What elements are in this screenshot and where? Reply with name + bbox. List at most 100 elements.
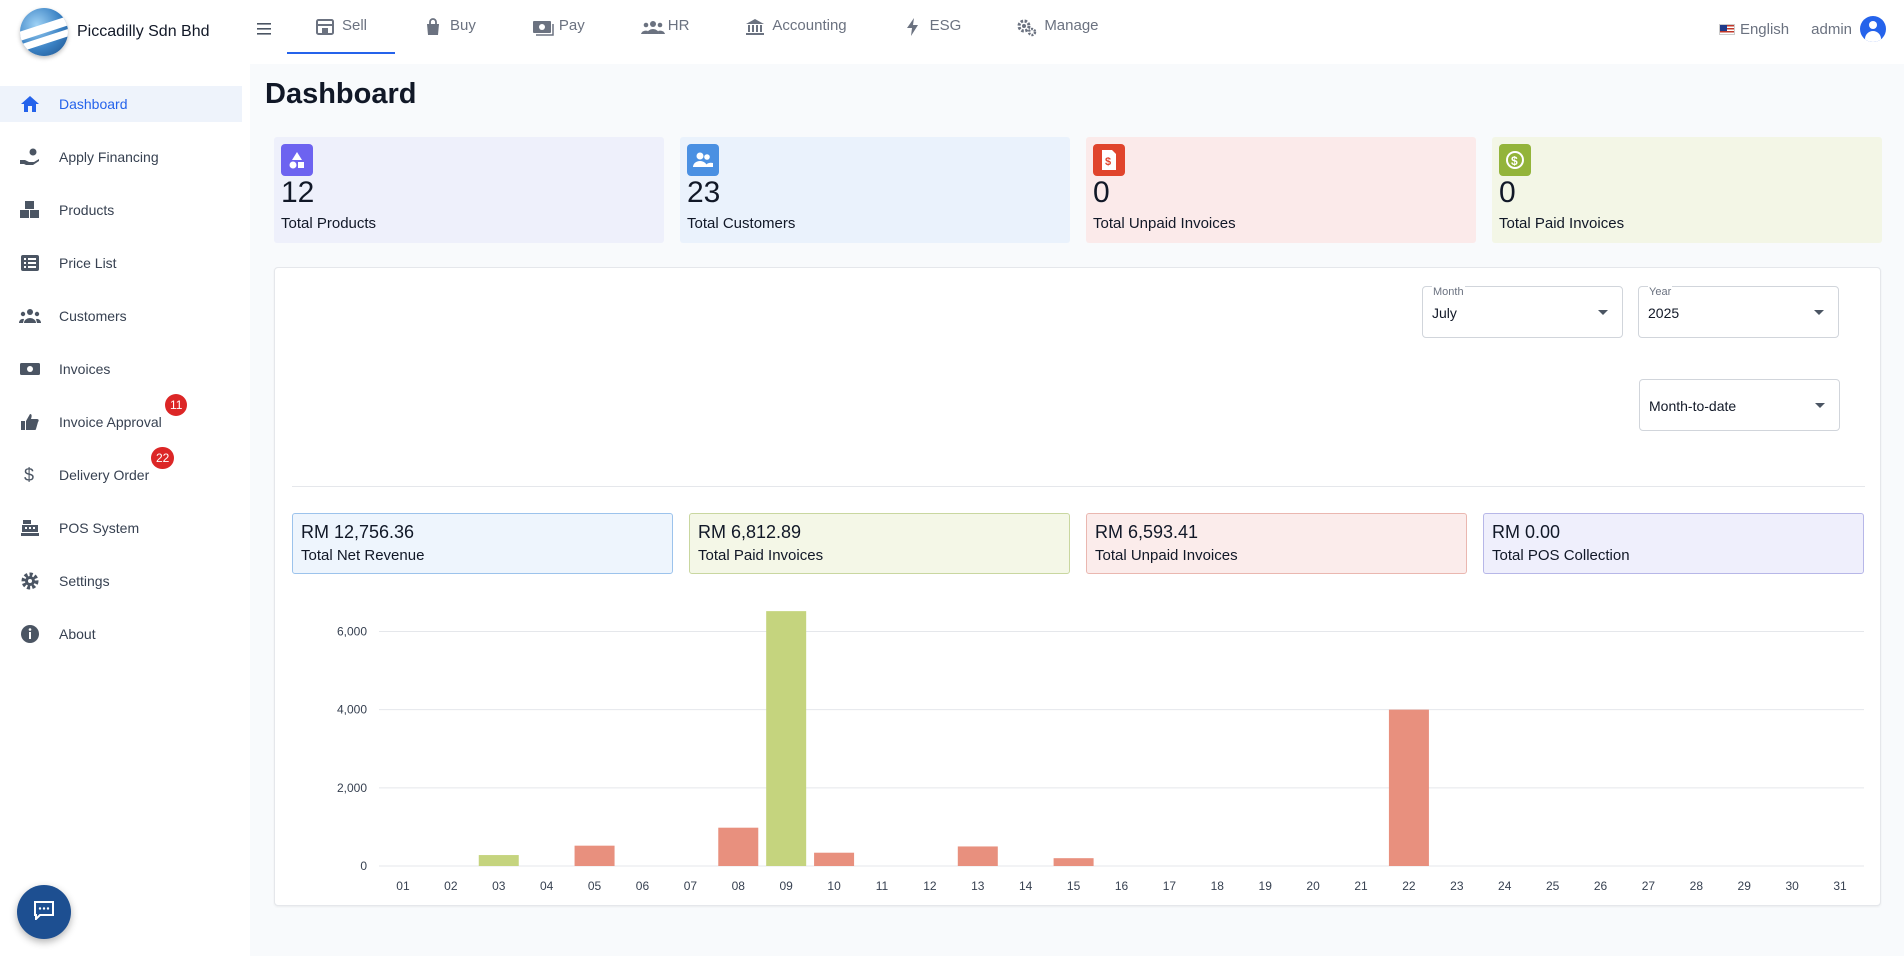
users-icon — [19, 306, 41, 326]
notification-badge: 11 — [165, 394, 188, 416]
chart-svg: 0 2,000 4,000 6,000 01 02 03 04 05 06 07 08 09 10 11 12… — [337, 611, 1864, 893]
chart-bar-05[interactable] — [574, 845, 615, 866]
x-tick-label: 21 — [1354, 879, 1368, 893]
chart-bar-15[interactable] — [1053, 858, 1094, 866]
language-selector[interactable]: English — [1718, 20, 1790, 38]
year-select-value: 2025 — [1648, 305, 1680, 321]
stat-label: Total Products — [281, 215, 377, 232]
period-select[interactable]: Month-to-date — [1639, 379, 1840, 431]
svg-text:$: $ — [1511, 154, 1518, 168]
sidebar-item-label: Invoice Approval — [59, 414, 162, 430]
nav-tab-label: HR — [667, 16, 690, 34]
x-tick-label: 07 — [684, 879, 698, 893]
nav-tab-label: Pay — [558, 16, 585, 34]
sidebar-item-delivery-order[interactable]: $ Delivery Order 22 — [0, 447, 242, 493]
summary-label: Total Paid Invoices — [698, 547, 824, 564]
year-select-label: Year — [1648, 286, 1673, 298]
x-tick-label: 15 — [1067, 879, 1081, 893]
page-title: Dashboard — [265, 78, 417, 110]
x-tick-label: 04 — [540, 879, 554, 893]
summary-value: RM 6,812.89 — [698, 522, 802, 542]
x-tick-label: 10 — [827, 879, 841, 893]
chart-bar-09[interactable] — [766, 611, 807, 866]
svg-text:$: $ — [1105, 156, 1111, 168]
sidebar-item-label: Dashboard — [59, 96, 128, 112]
home-icon — [19, 94, 41, 114]
x-tick-label: 14 — [1019, 879, 1033, 893]
stat-value: 23 — [687, 176, 721, 209]
chart-bar-22[interactable] — [1388, 709, 1429, 866]
sidebar-item-label: Invoices — [59, 361, 111, 377]
nav-tab-buy[interactable]: Buy — [395, 0, 504, 54]
sidebar-item-price-list[interactable]: Price List — [0, 245, 242, 281]
gear-icon — [19, 571, 41, 591]
boxes-icon — [19, 200, 41, 220]
nav-tab-label: Manage — [1044, 16, 1099, 34]
x-tick-label: 17 — [1163, 879, 1177, 893]
summary-label: Total Net Revenue — [301, 547, 425, 564]
sidebar-item-invoice-approval[interactable]: Invoice Approval 11 — [0, 394, 242, 440]
x-tick-label: 28 — [1690, 879, 1704, 893]
sidebar-item-pos-system[interactable]: POS System — [0, 510, 242, 546]
summary-value: RM 6,593.41 — [1095, 522, 1199, 542]
stat-card-paid-invoices[interactable]: $ 0 Total Paid Invoices — [1492, 137, 1882, 243]
sidebar-item-products[interactable]: Products — [0, 192, 242, 228]
gears-icon — [1017, 17, 1037, 37]
store-icon — [315, 17, 335, 37]
chart-bar-03[interactable] — [478, 855, 519, 866]
bank-icon — [745, 17, 765, 37]
stat-card-products[interactable]: 12 Total Products — [274, 137, 664, 243]
nav-tab-pay[interactable]: Pay — [504, 0, 613, 54]
stat-label: Total Customers — [687, 215, 796, 232]
top-nav: Sell Buy Pay HR Accounting ESG Manage — [287, 0, 1127, 56]
nav-tab-accounting[interactable]: Accounting — [717, 0, 874, 54]
chart-bar-13[interactable] — [957, 846, 998, 866]
info-icon — [19, 624, 41, 644]
people-icon — [640, 17, 665, 37]
nav-tab-sell[interactable]: Sell — [287, 0, 396, 54]
nav-tab-label: Buy — [450, 16, 476, 34]
sidebar-item-invoices[interactable]: Invoices — [0, 351, 242, 387]
nav-tab-esg[interactable]: ESG — [875, 0, 990, 54]
chart-bar-10[interactable] — [814, 852, 855, 866]
stat-card-customers[interactable]: 23 Total Customers — [680, 137, 1070, 243]
sidebar-item-apply-financing[interactable]: Apply Financing — [0, 139, 242, 175]
x-tick-label: 01 — [396, 879, 410, 893]
x-tick-label: 25 — [1546, 879, 1560, 893]
x-tick-label: 20 — [1306, 879, 1320, 893]
hand-coin-icon — [19, 147, 41, 167]
nav-tab-hr[interactable]: HR — [613, 0, 718, 54]
company-name: Piccadilly Sdn Bhd — [77, 23, 210, 40]
stat-value: 12 — [281, 176, 315, 209]
x-tick-label: 16 — [1115, 879, 1129, 893]
chat-button[interactable] — [17, 885, 71, 939]
stat-card-unpaid-invoices[interactable]: $ 0 Total Unpaid Invoices — [1086, 137, 1476, 243]
dollar-icon: $ — [19, 465, 41, 485]
menu-toggle-icon[interactable] — [257, 19, 273, 42]
x-tick-label: 18 — [1211, 879, 1225, 893]
sidebar-item-label: About — [59, 626, 96, 642]
user-menu[interactable]: admin — [1811, 16, 1886, 42]
month-select[interactable]: Month July — [1422, 286, 1623, 338]
month-select-label: Month — [1432, 286, 1465, 298]
sidebar-item-customers[interactable]: Customers — [0, 298, 242, 334]
summary-value: RM 12,756.36 — [301, 522, 415, 542]
year-select[interactable]: Year 2025 — [1638, 286, 1839, 338]
money-bill-icon — [19, 359, 41, 379]
stat-value: 0 — [1093, 176, 1110, 209]
cash-register-icon — [19, 518, 41, 538]
brand[interactable]: Piccadilly Sdn Bhd — [20, 8, 210, 56]
nav-tab-manage[interactable]: Manage — [989, 0, 1126, 54]
chart-bar-08[interactable] — [718, 827, 759, 866]
sidebar-item-dashboard[interactable]: Dashboard — [0, 86, 242, 122]
sidebar-item-settings[interactable]: Settings — [0, 563, 242, 599]
language-label: English — [1739, 20, 1790, 38]
x-tick-label: 06 — [636, 879, 650, 893]
lightning-icon — [903, 17, 923, 37]
top-bar: Piccadilly Sdn Bhd Sell Buy Pay HR Accou… — [0, 0, 1904, 64]
period-select-value: Month-to-date — [1649, 398, 1737, 414]
sidebar-item-about[interactable]: About — [0, 616, 242, 652]
us-flag-icon — [1718, 23, 1735, 35]
summary-label: Total POS Collection — [1492, 547, 1630, 564]
summary-card-paid-invoices: RM 6,812.89 Total Paid Invoices — [689, 513, 1070, 574]
